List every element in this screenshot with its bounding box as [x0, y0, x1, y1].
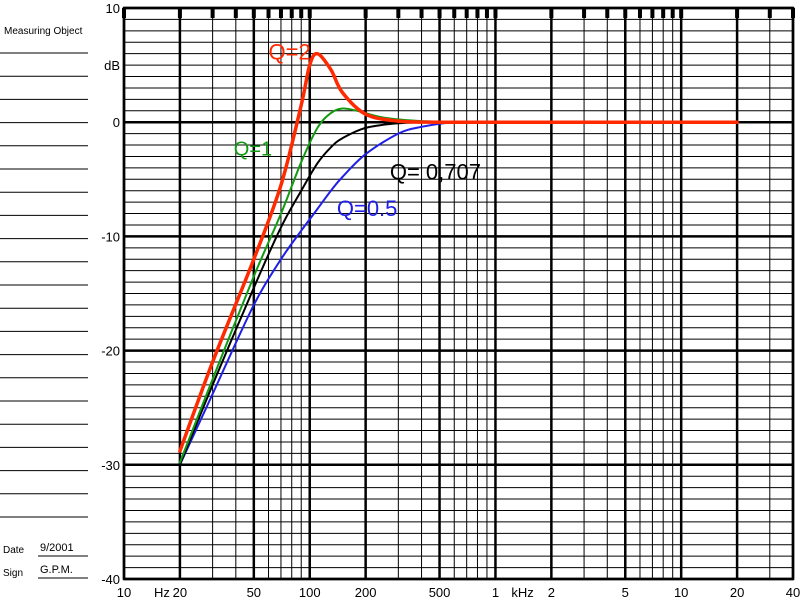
y-tick-label: -10 [101, 229, 120, 244]
series-label: Q= 0,707 [390, 159, 481, 184]
top-tick-mark [233, 8, 238, 18]
series-labels: Q=2 Q=1 Q= 0,707 Q=0.5 [234, 39, 481, 220]
y-tick-label: -20 [101, 344, 120, 359]
x-tick-label: kHz [511, 585, 533, 600]
x-tick-label: 5 [622, 585, 629, 600]
y-tick-label: dB [104, 58, 120, 73]
y-tick-label: -40 [101, 572, 120, 587]
series-label: Q=1 [234, 138, 272, 160]
top-tick-mark [650, 8, 655, 18]
top-tick-mark [396, 8, 401, 18]
top-tick-mark [582, 8, 587, 18]
sign-value: G.P.M. [40, 564, 73, 576]
x-tick-label: 10 [674, 585, 688, 600]
grid [122, 6, 795, 581]
x-tick-label: 1 [492, 585, 499, 600]
top-tick-mark [464, 8, 469, 18]
top-tick-mark [735, 8, 740, 18]
top-tick-mark [177, 8, 182, 18]
top-tick-mark [605, 8, 610, 18]
date-label: Date [3, 545, 25, 556]
y-tick-label: 0 [113, 115, 120, 130]
top-tick-mark [419, 8, 424, 18]
top-tick-mark [363, 8, 368, 18]
top-tick-mark [122, 8, 126, 18]
top-tick-mark [210, 8, 215, 18]
measuring-object-label: Measuring Object [4, 26, 83, 37]
top-tick-mark [251, 8, 256, 18]
top-tick-mark [278, 8, 283, 18]
x-tick-label: 40 [786, 585, 800, 600]
top-tick-mark [661, 8, 666, 18]
x-tick-label: 50 [247, 585, 261, 600]
top-tick-mark [289, 8, 294, 18]
top-tick-mark [637, 8, 642, 18]
top-tick-mark [623, 8, 628, 18]
x-tick-label: 100 [299, 585, 321, 600]
top-tick-mark [670, 8, 675, 18]
top-tick-mark [437, 8, 442, 18]
series-lines [178, 51, 739, 466]
top-tick-mark [452, 8, 457, 18]
top-tick-mark [549, 8, 554, 18]
series-line [178, 120, 497, 466]
sign-label: Sign [3, 568, 23, 579]
sidebar-area: Measuring Object Date 9/2001 Sign G.P.M. [0, 26, 88, 579]
series-label: Q=2 [269, 39, 311, 64]
x-tick-label: Hz [154, 585, 170, 600]
tick-labels: 10 Hz 20 50 100 200 500 1 kHz 2 5 10 20 4010dB0-10-20… [101, 1, 800, 600]
top-tick-mark [299, 8, 304, 18]
x-tick-label: 2 [548, 585, 555, 600]
top-tick-mark [791, 8, 795, 18]
series-line [178, 51, 739, 453]
y-tick-label: 10 [106, 1, 120, 16]
top-tick-mark [484, 8, 489, 18]
top-tick-mark [493, 8, 498, 18]
x-tick-label: 200 [355, 585, 377, 600]
x-tick-label: 20 [730, 585, 744, 600]
x-tick-label: 20 [173, 585, 187, 600]
series-label: Q=0.5 [337, 196, 398, 221]
x-tick-label: 10 [117, 585, 131, 600]
plot-frame [122, 6, 795, 581]
top-tick-mark [679, 8, 684, 18]
top-tick-mark [307, 8, 312, 18]
x-tick-label: 500 [429, 585, 451, 600]
top-tick-mark [767, 8, 772, 18]
top-tick-mark [266, 8, 271, 18]
y-tick-label: -30 [101, 458, 120, 473]
series-line [178, 121, 497, 466]
top-tick-mark [475, 8, 480, 18]
date-value: 9/2001 [40, 542, 74, 554]
